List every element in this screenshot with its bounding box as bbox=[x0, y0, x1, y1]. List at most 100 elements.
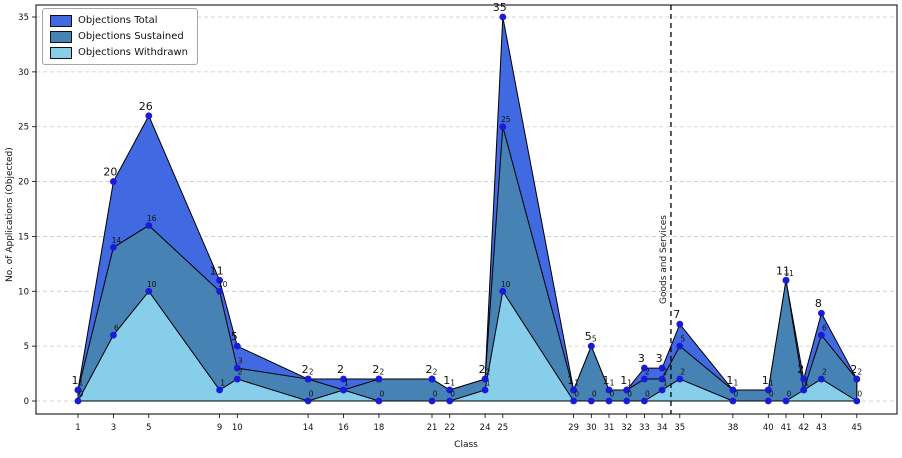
legend-item-withdrawn: Objections Withdrawn bbox=[50, 46, 188, 59]
data-point-label: 11 bbox=[776, 264, 790, 277]
data-point-marker bbox=[782, 397, 790, 405]
x-tick-label: 22 bbox=[444, 423, 455, 433]
y-tick-label: 35 bbox=[18, 13, 29, 23]
data-point-label: 0 bbox=[734, 390, 739, 399]
data-point-marker bbox=[605, 397, 613, 405]
data-point-label: 1 bbox=[72, 374, 79, 387]
data-point-label: 2 bbox=[426, 363, 433, 376]
legend-item-sustained: Objections Sustained bbox=[50, 30, 188, 43]
x-tick-label: 29 bbox=[568, 423, 579, 433]
data-point-label: 1 bbox=[567, 374, 574, 387]
data-point-marker bbox=[641, 364, 648, 372]
data-point-marker bbox=[375, 375, 383, 383]
data-point-label: 2 bbox=[850, 363, 857, 376]
data-point-label: 35 bbox=[493, 1, 507, 14]
data-point-marker bbox=[818, 309, 825, 317]
x-tick-label: 30 bbox=[586, 423, 597, 433]
data-point-label: 1 bbox=[734, 379, 739, 388]
x-tick-label: 5 bbox=[146, 423, 151, 433]
data-point-marker bbox=[233, 375, 241, 383]
data-point-label: 3 bbox=[656, 352, 663, 365]
data-point-label: 0 bbox=[450, 390, 455, 399]
data-point-label: 2 bbox=[302, 363, 309, 376]
x-tick-label: 25 bbox=[497, 423, 508, 433]
data-point-marker bbox=[587, 342, 595, 350]
data-point-label: 1 bbox=[769, 379, 774, 388]
data-point-label: 1 bbox=[627, 379, 632, 388]
x-tick-label: 38 bbox=[727, 423, 738, 433]
data-point-marker bbox=[446, 397, 454, 405]
legend-swatch-total-icon bbox=[50, 14, 72, 27]
x-tick-label: 18 bbox=[373, 423, 384, 433]
data-point-label: 2 bbox=[663, 368, 668, 377]
data-point-marker bbox=[110, 178, 117, 185]
data-point-label: 0 bbox=[627, 390, 632, 399]
data-point-marker bbox=[304, 375, 312, 383]
data-point-marker bbox=[853, 375, 861, 383]
data-point-label: 0 bbox=[79, 390, 84, 399]
data-point-marker bbox=[641, 375, 648, 383]
x-tick-label: 32 bbox=[621, 423, 632, 433]
data-point-marker bbox=[818, 331, 825, 339]
y-tick-label: 25 bbox=[18, 123, 29, 133]
data-point-marker bbox=[145, 112, 153, 120]
data-point-marker bbox=[110, 331, 117, 339]
legend-label-total: Objections Total bbox=[78, 15, 158, 26]
data-point-label: 0 bbox=[645, 390, 650, 399]
data-point-label: 0 bbox=[769, 390, 774, 399]
data-point-label: 8 bbox=[815, 297, 822, 310]
data-point-label: 2 bbox=[372, 363, 379, 376]
data-point-label: 2 bbox=[797, 363, 804, 376]
data-point-label: 10 bbox=[147, 280, 157, 289]
data-point-marker bbox=[570, 386, 577, 394]
data-point-marker bbox=[110, 244, 117, 251]
data-point-marker bbox=[853, 397, 861, 405]
data-point-label: 25 bbox=[501, 115, 511, 124]
data-point-label: 1 bbox=[344, 379, 349, 388]
data-point-label: 7 bbox=[673, 308, 680, 321]
y-tick-label: 20 bbox=[18, 178, 29, 188]
data-point-marker bbox=[499, 123, 507, 131]
data-point-marker bbox=[729, 386, 737, 394]
data-point-marker bbox=[764, 386, 772, 394]
x-tick-label: 24 bbox=[480, 423, 491, 433]
data-point-marker bbox=[658, 386, 666, 394]
data-point-marker bbox=[216, 287, 224, 295]
x-tick-label: 43 bbox=[816, 423, 827, 433]
data-point-marker bbox=[233, 364, 241, 372]
data-point-marker bbox=[800, 386, 808, 394]
data-point-marker bbox=[782, 276, 790, 284]
data-point-label: 1 bbox=[804, 379, 809, 388]
data-point-label: 2 bbox=[822, 368, 827, 377]
data-point-label: 10 bbox=[501, 280, 511, 289]
data-point-label: 6 bbox=[822, 324, 827, 333]
data-point-label: 2 bbox=[645, 368, 650, 377]
data-point-label: 0 bbox=[433, 390, 438, 399]
data-point-label: 0 bbox=[574, 390, 579, 399]
data-point-label: 1 bbox=[450, 379, 455, 388]
data-point-label: 2 bbox=[380, 368, 385, 377]
data-point-label: 5 bbox=[585, 330, 592, 343]
x-tick-label: 1 bbox=[75, 423, 80, 433]
data-point-label: 2 bbox=[486, 368, 491, 377]
x-tick-label: 45 bbox=[851, 423, 862, 433]
y-tick-label: 30 bbox=[18, 68, 29, 78]
data-point-marker bbox=[800, 375, 808, 383]
y-axis-title: No. of Applications (Objected) bbox=[5, 147, 15, 282]
data-point-label: 1 bbox=[220, 379, 225, 388]
y-tick-label: 15 bbox=[18, 232, 29, 242]
data-point-label: 3 bbox=[638, 352, 645, 365]
data-point-label: 1 bbox=[726, 374, 733, 387]
data-point-marker bbox=[428, 397, 436, 405]
y-tick-label: 5 bbox=[24, 342, 29, 352]
x-tick-label: 42 bbox=[798, 423, 809, 433]
data-point-marker bbox=[605, 386, 613, 394]
data-point-marker bbox=[641, 397, 648, 405]
data-point-label: 0 bbox=[787, 390, 792, 399]
data-point-label: 2 bbox=[238, 368, 243, 377]
x-tick-label: 40 bbox=[763, 423, 774, 433]
data-point-label: 1 bbox=[762, 374, 769, 387]
data-point-marker bbox=[74, 397, 82, 405]
